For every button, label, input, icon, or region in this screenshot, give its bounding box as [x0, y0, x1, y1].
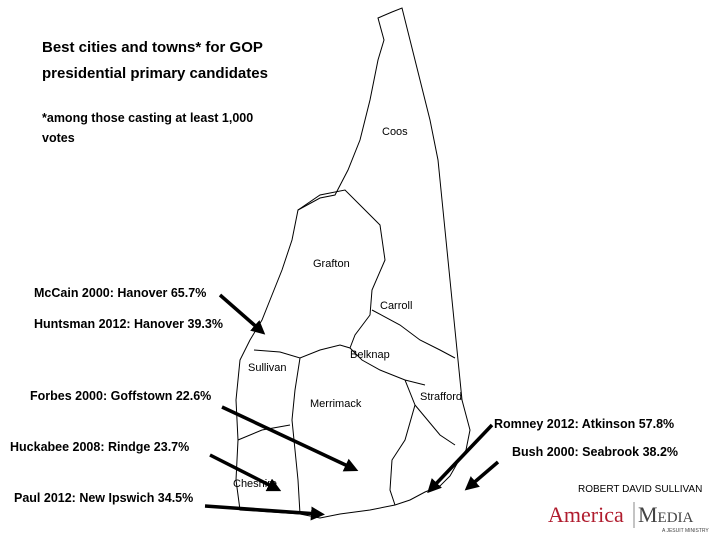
credit: ROBERT DAVID SULLIVAN: [578, 484, 702, 495]
logo-right: Media: [638, 502, 694, 527]
arrow: [204, 504, 325, 521]
annotation: Romney 2012: Atkinson 57.8%: [494, 417, 674, 431]
title-line: Best cities and towns* for GOP: [42, 39, 263, 56]
state-outline: [235, 7, 471, 519]
title: Best cities and towns* for GOP president…: [42, 39, 268, 145]
arrow: [427, 423, 494, 494]
county-label: Carroll: [380, 300, 412, 312]
county-label: Grafton: [313, 258, 350, 270]
annotation: Huntsman 2012: Hanover 39.3%: [34, 317, 223, 331]
annotation: Forbes 2000: Goffstown 22.6%: [30, 389, 211, 403]
arrow: [464, 460, 500, 491]
arrow: [209, 453, 282, 492]
county-label: Sullivan: [248, 362, 287, 374]
arrow: [221, 405, 359, 472]
county-label: Belknap: [350, 349, 390, 361]
arrow: [218, 293, 266, 335]
annotation: Bush 2000: Seabrook 38.2%: [512, 445, 678, 459]
logo-left: America: [548, 502, 624, 527]
title-line: presidential primary candidates: [42, 65, 268, 82]
footnote: *among those casting at least 1,000: [42, 111, 253, 125]
county-label: Merrimack: [310, 398, 362, 410]
annotation: Paul 2012: New Ipswich 34.5%: [14, 491, 193, 505]
footnote: votes: [42, 131, 75, 145]
county-label: Strafford: [420, 391, 462, 403]
annotation: McCain 2000: Hanover 65.7%: [34, 286, 206, 300]
logo-tagline: A JESUIT MINISTRY: [662, 528, 709, 534]
county-lines: [237, 189, 456, 515]
county-label: Coos: [382, 126, 408, 138]
annotation: Huckabee 2008: Rindge 23.7%: [10, 440, 189, 454]
